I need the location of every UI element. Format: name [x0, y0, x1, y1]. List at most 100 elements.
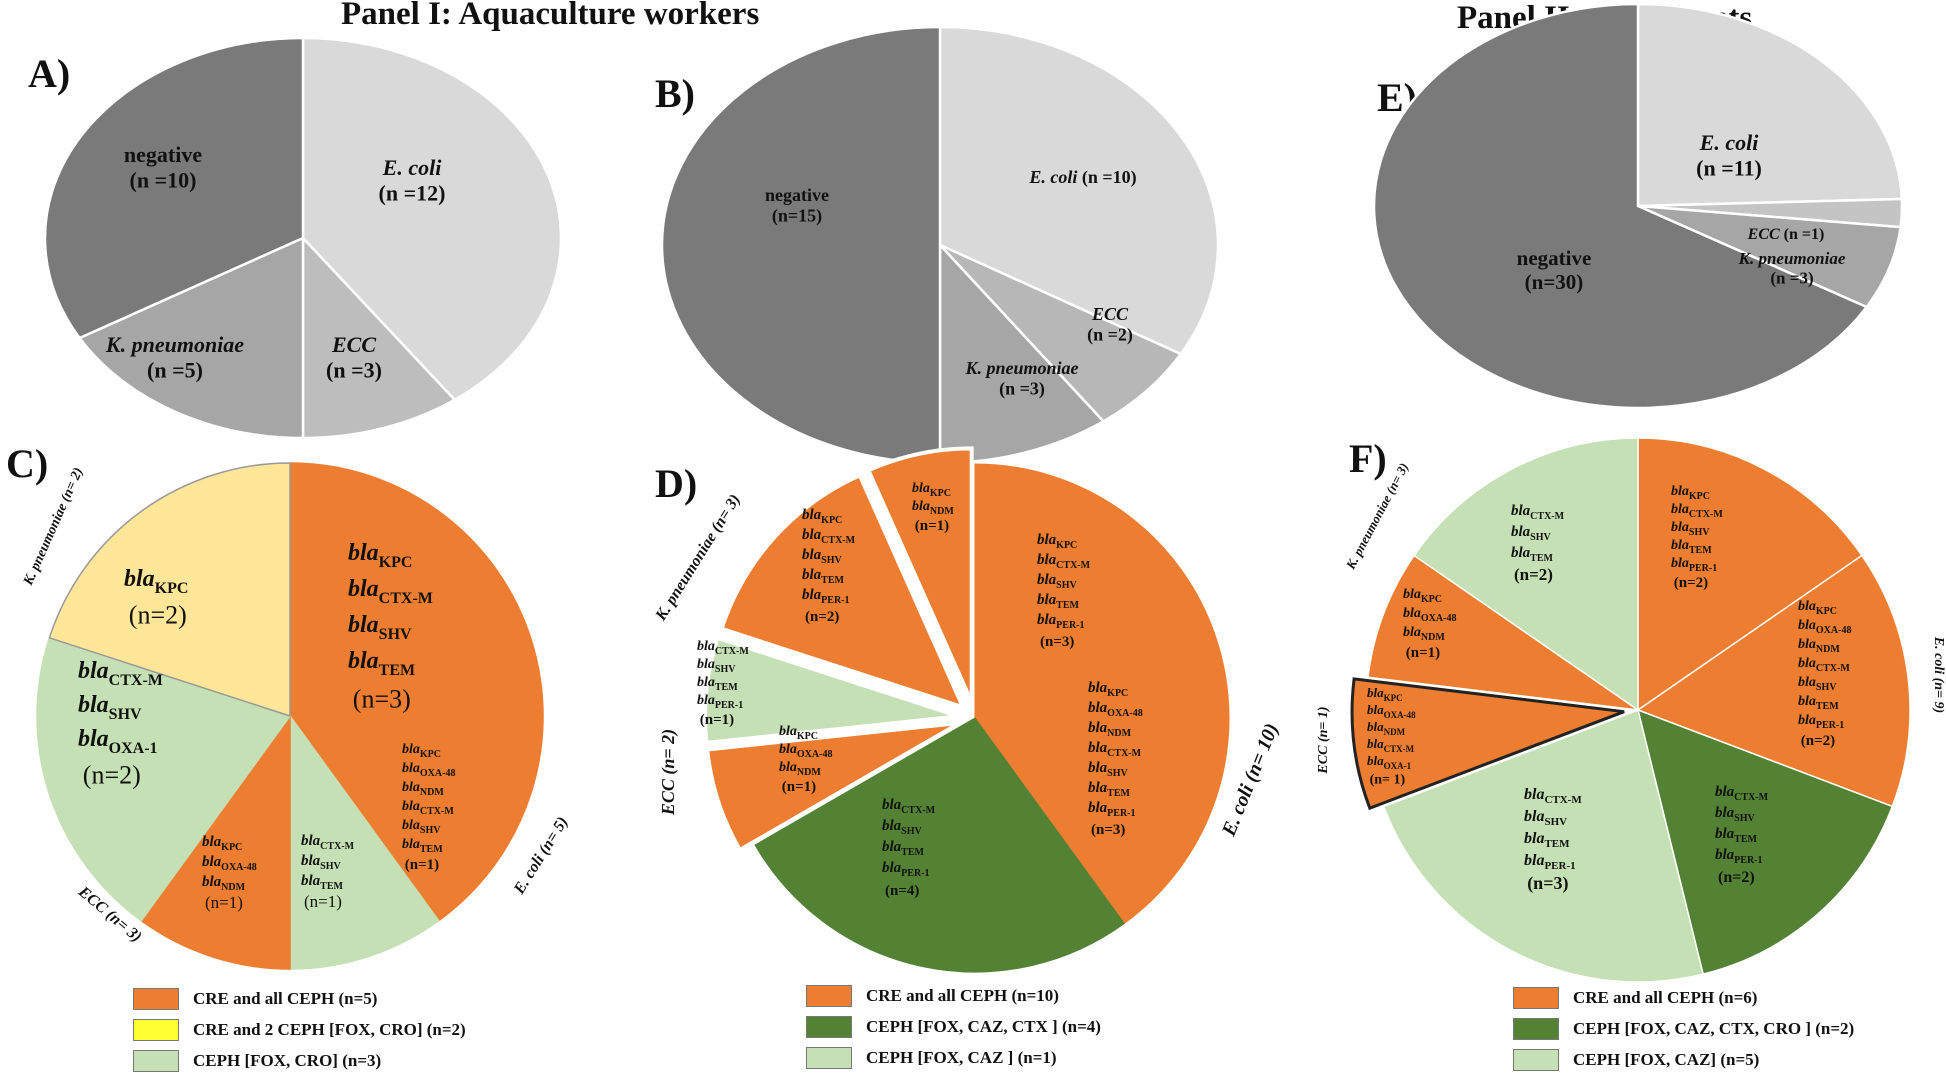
legend-label: CEPH [FOX, CAZ ] (n=1): [866, 1047, 1057, 1067]
legend-item: CRE and all CEPH (n=10): [806, 980, 1101, 1011]
gene-label-ctx-m: blaCTX-M: [1088, 740, 1142, 759]
legend-chart-c: CRE and all CEPH (n=5) CRE and 2 CEPH [FO…: [133, 983, 466, 1076]
gene-label-kpc: blaKPC: [1037, 532, 1077, 551]
slice-count-label: (n=2): [1718, 869, 1755, 886]
gene-label-tem: blaTEM: [697, 675, 738, 693]
pie-slice-negative: [660, 25, 942, 465]
gene-label-shv: blaSHV: [348, 612, 412, 643]
gene-label-ctx-m: blaCTX-M: [1671, 502, 1723, 520]
gene-label-ctx-m: blaCTX-M: [802, 527, 856, 546]
gene-label-ctx-m: blaCTX-M: [78, 658, 163, 689]
slice-count-negative: (n =10): [130, 167, 197, 192]
slice-count-label: (n=2): [1674, 575, 1708, 591]
gene-label-oxa-1: blaOXA-1: [1367, 753, 1412, 771]
slice-count-k-pneumoniae: (n =3): [999, 379, 1045, 400]
gene-label-per-1: blaPER-1: [697, 693, 743, 711]
slice-count-label: (n=1): [205, 893, 243, 912]
gene-label-per-1: blaPER-1: [1524, 852, 1576, 872]
legend-label: CRE and all CEPH (n=6): [1573, 987, 1758, 1007]
slice-count-negative: (n=15): [772, 206, 822, 227]
gene-label-kpc: blaKPC: [1671, 484, 1710, 502]
legend-item: CEPH [FOX, CAZ, CTX ] (n=4): [806, 1011, 1101, 1042]
gene-label-kpc: blaKPC: [124, 566, 188, 597]
legend-item: CEPH [FOX, CAZ] (n=5): [1513, 1044, 1854, 1075]
gene-label-kpc: blaKPC: [912, 481, 951, 499]
group-label-ecoli: E. coli (n= 9): [1931, 636, 1946, 713]
gene-label-shv: blaSHV: [1798, 675, 1837, 693]
pie-slice-k-pneumoniae-6: [1413, 437, 1639, 712]
gene-label-ndm: blaNDM: [779, 760, 821, 778]
gene-label-oxa-48: blaOXA-48: [402, 761, 455, 779]
pie-slice-negative: [1372, 2, 1869, 410]
gene-label-shv: blaSHV: [802, 547, 843, 566]
gene-label-tem: blaTEM: [882, 839, 925, 858]
gene-label-shv: blaSHV: [1088, 760, 1129, 779]
gene-label-tem: blaTEM: [1715, 826, 1758, 845]
slice-count-k-pneumoniae: (n =5): [147, 357, 203, 382]
gene-label-ndm: blaNDM: [912, 499, 954, 517]
pie-slice-e-coli: [301, 36, 563, 402]
gene-label-ndm: blaNDM: [1088, 720, 1132, 739]
gene-label-kpc: blaKPC: [779, 724, 818, 742]
legend-label: CRE and all CEPH (n=10): [866, 985, 1059, 1005]
slice-count-label: (n=1): [700, 712, 734, 728]
slice-count-label: (n=2): [805, 609, 839, 625]
pie-slice-ecc: [939, 243, 1183, 423]
gene-label-ctx-m: blaCTX-M: [1037, 552, 1091, 571]
pie-slice-e-coli-3: [1382, 708, 1704, 983]
gene-label-kpc: blaKPC: [1403, 587, 1442, 605]
legend-swatch: [133, 1049, 179, 1072]
pie-slice-k-pneumoniae-5: [1367, 554, 1639, 711]
gene-label-kpc: blaKPC: [1798, 599, 1837, 617]
slice-name-ecc: ECC: [331, 332, 376, 357]
pie-slice-e-coli: [1636, 2, 1904, 208]
slice-count-ecc: (n =2): [1087, 325, 1133, 346]
gene-label-ctx-m: blaCTX-M: [1798, 656, 1850, 674]
slice-name-k-pneumoniae: K. pneumoniae: [105, 332, 244, 357]
gene-label-ndm: blaNDM: [1367, 719, 1406, 737]
gene-label-per-1: blaPER-1: [1037, 612, 1085, 631]
gene-label-tem: blaTEM: [1088, 780, 1131, 799]
legend-swatch: [806, 1015, 852, 1038]
legend-item: CEPH [FOX, CAZ ] (n=1): [806, 1042, 1101, 1073]
gene-label-ndm: blaNDM: [1798, 637, 1840, 655]
gene-label-oxa-1: blaOXA-1: [78, 726, 158, 757]
slice-count-negative: (n=30): [1525, 270, 1584, 294]
slice-count-ecc: (n =3): [326, 357, 382, 382]
slice-count-label: (n= 1): [1370, 773, 1406, 788]
chart-letter-c: C): [6, 441, 49, 486]
pie-slice-e-coli-2: [754, 717, 1125, 973]
slice-name-k-pneumoniae: K. pneumoniae: [1738, 249, 1846, 268]
pie-slice-e-coli-0: [974, 463, 1218, 719]
gene-label-ctx-m: blaCTX-M: [1524, 786, 1582, 806]
gene-label-tem: blaTEM: [301, 873, 344, 892]
gene-label-shv: blaSHV: [78, 692, 142, 723]
gene-label-per-1: blaPER-1: [1088, 800, 1136, 819]
gene-label-kpc: blaKPC: [202, 834, 242, 853]
legend-swatch: [1513, 1017, 1559, 1040]
gene-label-tem: blaTEM: [802, 567, 845, 586]
gene-label-oxa-48: blaOXA-48: [1403, 606, 1456, 624]
pie-slice-ecc-3: [140, 713, 291, 970]
pie-slice-k-pneumoniae-5: [719, 472, 967, 711]
legend-item: CRE and all CEPH (n=6): [1513, 982, 1854, 1013]
pie-slice-negative: [43, 36, 305, 340]
slice-count-label: (n=2): [129, 600, 187, 629]
slice-name-negative: negative: [765, 185, 829, 205]
legend-item: CEPH [FOX, CRO] (n=3): [133, 1045, 466, 1076]
gene-label-per-1: blaPER-1: [1798, 713, 1844, 731]
gene-label-kpc: blaKPC: [802, 507, 842, 526]
pie-slice-e-coli-0: [1637, 437, 1863, 712]
legend-item: CRE and all CEPH (n=5): [133, 983, 466, 1014]
gene-label-oxa-48: blaOXA-48: [779, 742, 832, 760]
gene-label-tem: blaTEM: [1671, 538, 1712, 556]
gene-label-tem: blaTEM: [402, 837, 443, 855]
slice-count-label: (n=3): [353, 685, 411, 714]
legend-swatch: [806, 1046, 852, 1069]
slice-count-label: (n=3): [1527, 873, 1568, 894]
pie-slice-e-coli-2: [289, 713, 440, 970]
gene-label-tem: blaTEM: [348, 648, 415, 679]
gene-label-ctx-m: blaCTX-M: [348, 576, 433, 607]
legend-label: CEPH [FOX, CAZ, CTX, CRO ] (n=2): [1573, 1018, 1855, 1038]
